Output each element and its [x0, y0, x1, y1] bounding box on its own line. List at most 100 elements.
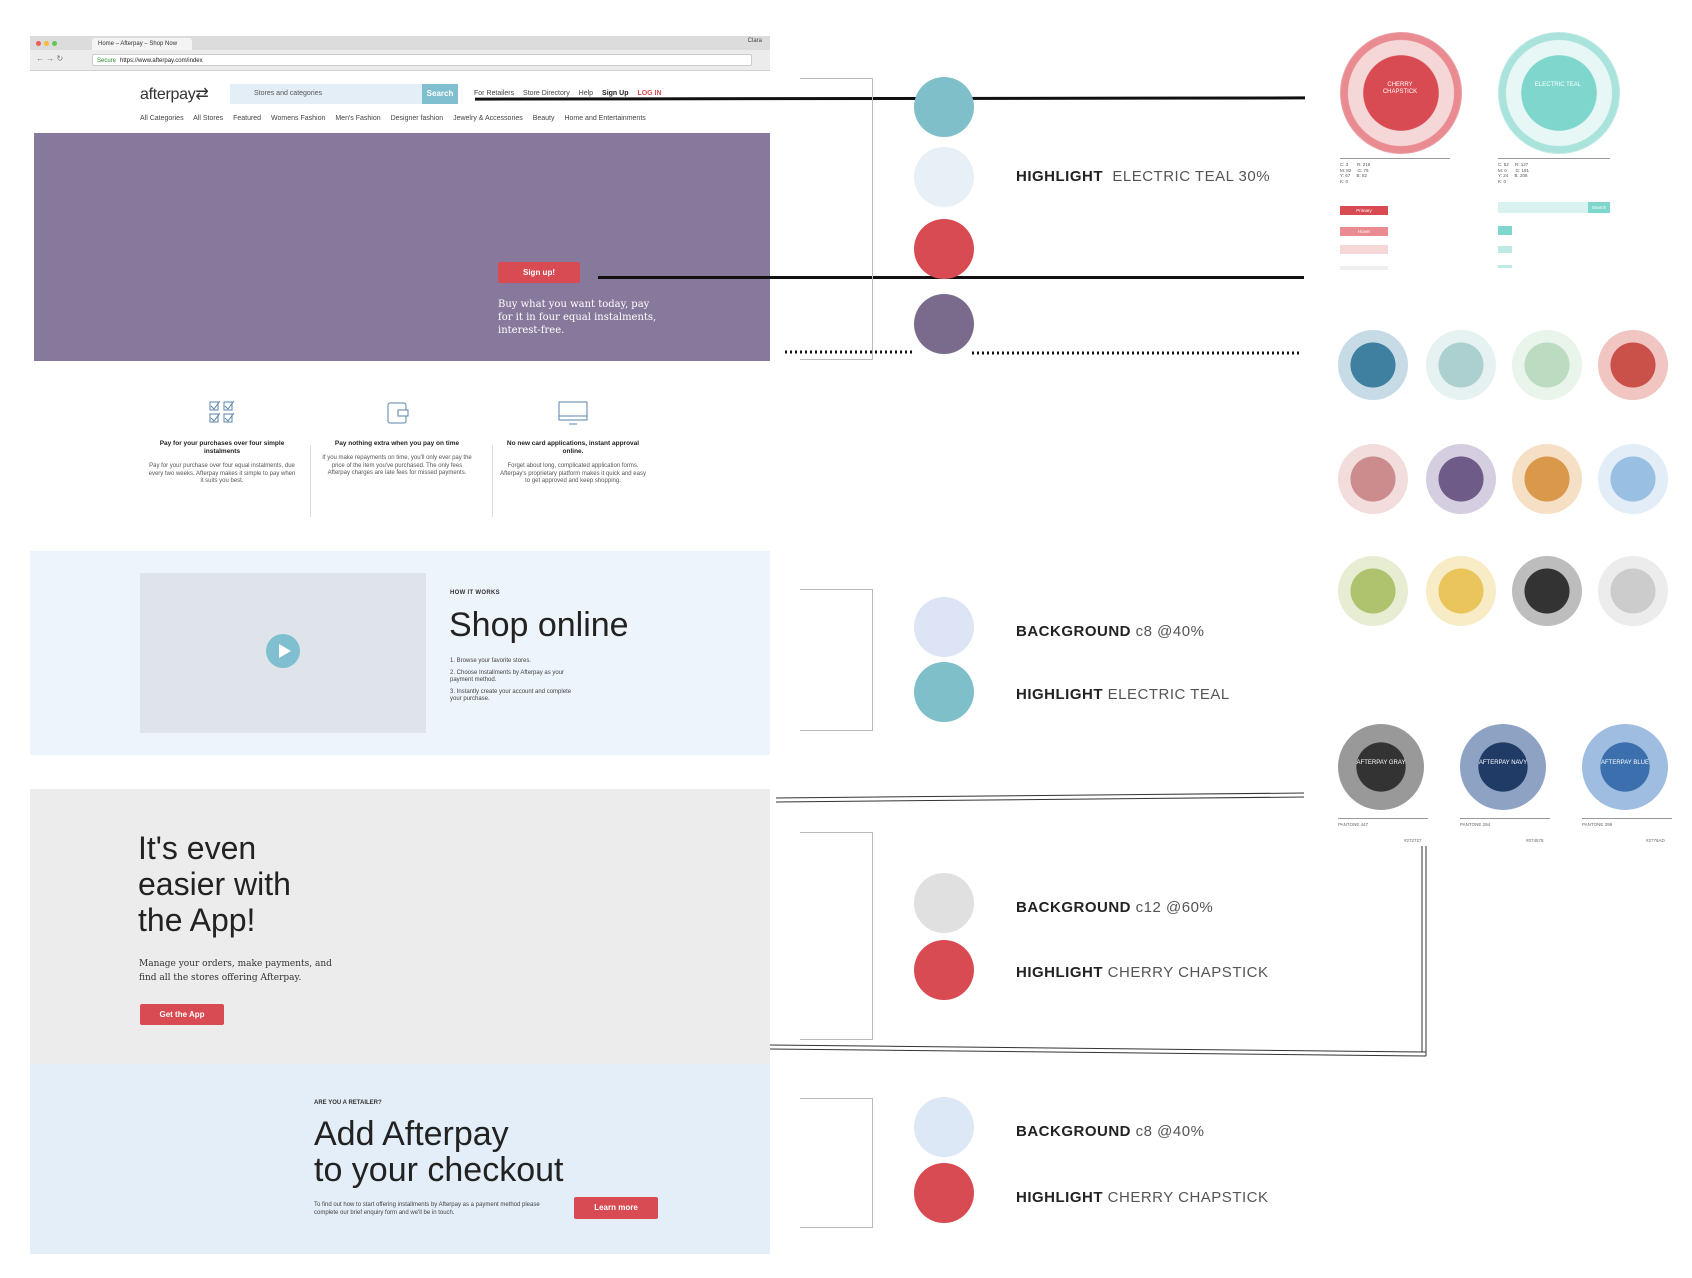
- button-disabled-sample: [1340, 266, 1388, 270]
- afterpay-logo[interactable]: afterpay⇄: [140, 86, 209, 103]
- browser-window: Home – Afterpay – Shop Now Clara ← → ↻ S…: [30, 36, 770, 71]
- nav-item[interactable]: All Categories: [140, 115, 184, 122]
- teal-sample: [1498, 246, 1512, 253]
- color-chip: [1598, 556, 1668, 626]
- monitor-icon: [558, 401, 588, 425]
- feature-instalments: Pay for your purchases over four simple …: [147, 400, 297, 486]
- retailer-desc: To find out how to start offering instal…: [314, 1202, 540, 1216]
- feature-title: No new card applications, instant approv…: [506, 440, 640, 455]
- feature-desc: Forget about long, complicated applicati…: [500, 463, 646, 485]
- hex-label: #074578: [1526, 838, 1544, 843]
- color-chip: [1598, 444, 1668, 514]
- nav-item[interactable]: Designer fashion: [390, 115, 444, 122]
- color-chip: [1338, 444, 1408, 514]
- color-chip: [1426, 556, 1496, 626]
- retailer-label: ARE YOU A RETAILER?: [314, 1100, 382, 1106]
- annotation: HIGHLIGHT ELECTRIC TEAL: [1016, 686, 1230, 703]
- how-title: Shop online: [449, 606, 629, 644]
- annotation: HIGHLIGHT CHERRY CHAPSTICK: [1016, 1189, 1269, 1206]
- afterpay-blue-label: AFTERPAY BLUE: [1600, 760, 1649, 766]
- nav-item[interactable]: All Stores: [193, 115, 224, 122]
- top-links: For Retailers Store Directory Help Sign …: [474, 90, 669, 97]
- bracket: [800, 78, 873, 360]
- color-chip: [1598, 330, 1668, 400]
- feature-instant-approval: No new card applications, instant approv…: [498, 400, 648, 486]
- cherry-label: CHERRY CHAPSTICK: [1382, 82, 1418, 95]
- minimize-window-icon[interactable]: [44, 41, 49, 46]
- search-button[interactable]: Search: [422, 84, 458, 104]
- color-chip: [1426, 330, 1496, 400]
- swatch-electric-teal: [914, 77, 974, 137]
- nav-item[interactable]: Featured: [233, 115, 262, 122]
- maximize-window-icon[interactable]: [52, 41, 57, 46]
- learn-more-button[interactable]: Learn more: [574, 1197, 658, 1219]
- login-link[interactable]: LOG IN: [637, 90, 662, 97]
- logo-arrow-icon: ⇄: [195, 86, 209, 103]
- annotation: BACKGROUND c12 @60%: [1016, 899, 1214, 916]
- divider: [1460, 818, 1550, 819]
- get-app-button[interactable]: Get the App: [140, 1004, 224, 1025]
- divider: [1582, 818, 1672, 819]
- search-input[interactable]: Stores and categories: [230, 84, 422, 104]
- divider: [1498, 158, 1610, 159]
- teal-label: ELECTRIC TEAL: [1534, 82, 1582, 88]
- pantone-label: PANTONE 447: [1338, 822, 1369, 827]
- step-item: 2. Choose Installments by Afterpay as yo…: [450, 669, 565, 684]
- swatch-purple: [914, 294, 974, 354]
- color-chip: [1426, 444, 1496, 514]
- annotation: HIGHLIGHT CHERRY CHAPSTICK: [1016, 964, 1269, 981]
- link-help[interactable]: Help: [578, 90, 594, 97]
- feature-title: Pay nothing extra when you pay on time: [334, 440, 460, 447]
- afterpay-gray-chip: [1338, 724, 1424, 810]
- afterpay-gray-label: AFTERPAY GRAY: [1356, 760, 1406, 766]
- hero-text: Buy what you want today, pay for it in f…: [498, 299, 657, 336]
- feature-no-extra: Pay nothing extra when you pay on time I…: [322, 400, 472, 478]
- teal-ring: [1498, 32, 1620, 154]
- annotation: HIGHLIGHT ELECTRIC TEAL 30%: [1016, 168, 1271, 185]
- swatch-cherry: [914, 219, 974, 279]
- signup-link[interactable]: Sign Up: [602, 90, 629, 97]
- app-title: It's even easier with the App!: [138, 830, 291, 938]
- bracket: [800, 589, 873, 731]
- step-item: 3. Instantly create your account and com…: [450, 688, 572, 703]
- category-nav: All Categories All Stores Featured Women…: [140, 115, 654, 122]
- close-window-icon[interactable]: [36, 41, 41, 46]
- pantone-label: PANTONE 299: [1582, 822, 1613, 827]
- nav-item[interactable]: Men's Fashion: [335, 115, 381, 122]
- address-bar[interactable]: Secure https://www.afterpay.com/index: [92, 54, 752, 66]
- spec-text: C: 52 R: 127 M: 0 G: 191 Y: 24 B: 208 K:…: [1498, 162, 1530, 184]
- nav-item[interactable]: Beauty: [532, 115, 555, 122]
- hex-label: #272727: [1404, 838, 1422, 843]
- divider: [492, 445, 493, 517]
- link-for-retailers[interactable]: For Retailers: [474, 90, 515, 97]
- nav-item[interactable]: Womens Fashion: [271, 115, 326, 122]
- afterpay-blue-chip: [1582, 724, 1668, 810]
- retailer-title: Add Afterpay to your checkout: [314, 1115, 564, 1189]
- browser-tab[interactable]: Home – Afterpay – Shop Now: [92, 38, 192, 50]
- hex-label: #2776AD: [1646, 838, 1665, 843]
- link-store-directory[interactable]: Store Directory: [523, 90, 570, 97]
- play-icon[interactable]: [266, 634, 300, 668]
- nav-buttons[interactable]: ← → ↻: [36, 54, 64, 63]
- button-primary-sample: Primary: [1340, 206, 1388, 215]
- annotation: BACKGROUND c8 @40%: [1016, 1123, 1205, 1140]
- annotation: BACKGROUND c8 @40%: [1016, 623, 1205, 640]
- retailer-section: [30, 1064, 770, 1254]
- afterpay-navy-chip: [1460, 724, 1546, 810]
- feature-desc: If you make repayments on time, you'll o…: [322, 455, 472, 477]
- nav-item[interactable]: Jewelry & Accessories: [453, 115, 523, 122]
- step-item: 1. Browse your favorite stores.: [450, 658, 532, 664]
- button-hover-sample: Hover: [1340, 227, 1388, 236]
- nav-item[interactable]: Home and Entertainments: [564, 115, 646, 122]
- signup-button[interactable]: Sign up!: [498, 262, 580, 283]
- tab-bar: Home – Afterpay – Shop Now Clara: [30, 36, 770, 50]
- how-label: HOW IT WORKS: [450, 590, 500, 596]
- swatch-teal-30: [914, 147, 974, 207]
- button-outline-sample: [1340, 245, 1388, 254]
- bracket: [800, 1098, 873, 1228]
- color-chip: [1512, 444, 1582, 514]
- checklist-icon: [209, 400, 235, 423]
- spec-text: C: 3 R: 216 M: 82 G: 75 Y: 67 B: 82 K: 0: [1340, 162, 1371, 184]
- profile-name[interactable]: Clara: [747, 38, 762, 44]
- mini-search-input: [1498, 202, 1588, 213]
